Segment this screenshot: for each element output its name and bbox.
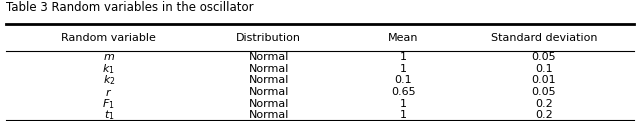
Text: $k_1$: $k_1$ xyxy=(102,62,115,76)
Text: $k_2$: $k_2$ xyxy=(102,74,115,87)
Text: Standard deviation: Standard deviation xyxy=(491,33,597,43)
Text: $F_1$: $F_1$ xyxy=(102,97,115,110)
Text: 0.05: 0.05 xyxy=(532,87,556,97)
Text: $m$: $m$ xyxy=(103,52,115,62)
Text: Normal: Normal xyxy=(248,52,289,62)
Text: Normal: Normal xyxy=(248,110,289,120)
Text: 0.01: 0.01 xyxy=(532,75,556,85)
Text: Table 3 Random variables in the oscillator: Table 3 Random variables in the oscillat… xyxy=(6,1,254,14)
Text: 0.65: 0.65 xyxy=(391,87,415,97)
Text: 1: 1 xyxy=(400,52,406,62)
Text: $t_1$: $t_1$ xyxy=(104,108,114,121)
Text: 0.05: 0.05 xyxy=(532,52,556,62)
Text: 1: 1 xyxy=(400,64,406,74)
Text: 0.2: 0.2 xyxy=(535,110,553,120)
Text: Distribution: Distribution xyxy=(236,33,301,43)
Text: 0.1: 0.1 xyxy=(535,64,553,74)
Text: 1: 1 xyxy=(400,110,406,120)
Text: Mean: Mean xyxy=(388,33,419,43)
Text: Normal: Normal xyxy=(248,75,289,85)
Text: 1: 1 xyxy=(400,99,406,109)
Text: 0.2: 0.2 xyxy=(535,99,553,109)
Text: Normal: Normal xyxy=(248,99,289,109)
Text: Normal: Normal xyxy=(248,64,289,74)
Text: $r$: $r$ xyxy=(105,87,113,98)
Text: 0.1: 0.1 xyxy=(394,75,412,85)
Text: Normal: Normal xyxy=(248,87,289,97)
Text: Random variable: Random variable xyxy=(61,33,156,43)
